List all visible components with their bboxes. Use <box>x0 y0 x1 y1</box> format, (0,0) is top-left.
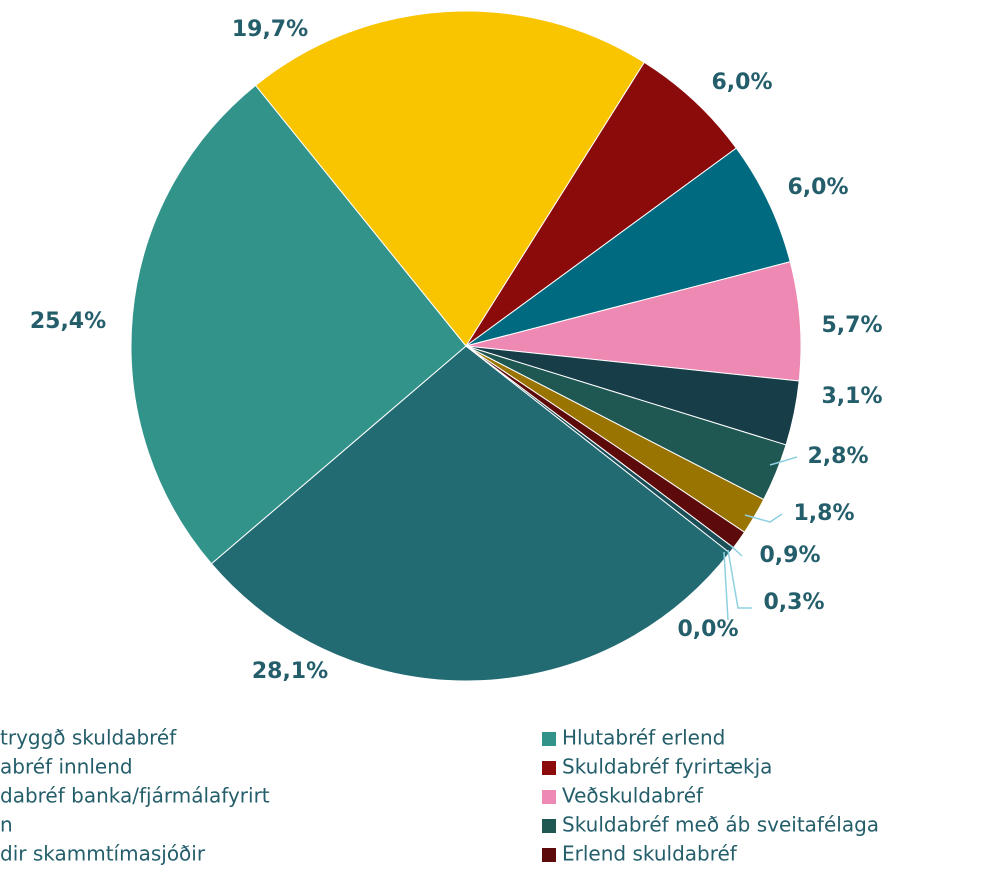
leader-line <box>769 456 798 466</box>
leader-line <box>744 513 783 523</box>
data-label: 0,3% <box>763 590 824 615</box>
legend-label: Skuldabréf fyrirtækja <box>562 755 772 779</box>
legend-swatch <box>542 790 556 804</box>
legend-label: Erlend skuldabréf <box>562 842 738 866</box>
pie-slice <box>254 10 645 347</box>
leader-line <box>729 544 743 557</box>
legend-label: tryggð skuldabréf <box>0 726 177 750</box>
data-label: 6,0% <box>787 175 848 200</box>
legend-label: Skuldabréf með áb sveitafélaga <box>562 813 879 837</box>
legend-label: Veðskuldabréf <box>562 784 704 808</box>
pie-slice <box>465 61 738 347</box>
legend-swatch <box>542 761 556 775</box>
data-label: 3,1% <box>821 384 882 409</box>
data-label: 1,8% <box>793 501 854 526</box>
legend-swatch <box>542 819 556 833</box>
data-label: 6,0% <box>711 70 772 95</box>
legend-label: n <box>0 813 13 837</box>
legend-label: dabréf banka/fjármálafyrirt <box>0 784 270 808</box>
legend-label: dir skammtímasjóðir <box>0 842 206 866</box>
data-label: 0,9% <box>759 543 820 568</box>
pie-slice <box>210 345 731 682</box>
legend-label: abréf innlend <box>0 755 133 779</box>
legend-swatch <box>542 848 556 862</box>
pie-slice <box>465 147 791 347</box>
data-label: 5,7% <box>821 313 882 338</box>
legend-label: Hlutabréf erlend <box>562 726 725 750</box>
pie-slice <box>130 84 467 565</box>
data-label: 19,7% <box>232 17 308 42</box>
data-label: 2,8% <box>807 444 868 469</box>
data-label: 28,1% <box>252 659 328 684</box>
data-label: 0,0% <box>677 617 738 642</box>
leader-line <box>727 549 752 609</box>
legend-swatch <box>542 732 556 746</box>
data-label: 25,4% <box>30 309 106 334</box>
leader-line <box>723 551 729 621</box>
